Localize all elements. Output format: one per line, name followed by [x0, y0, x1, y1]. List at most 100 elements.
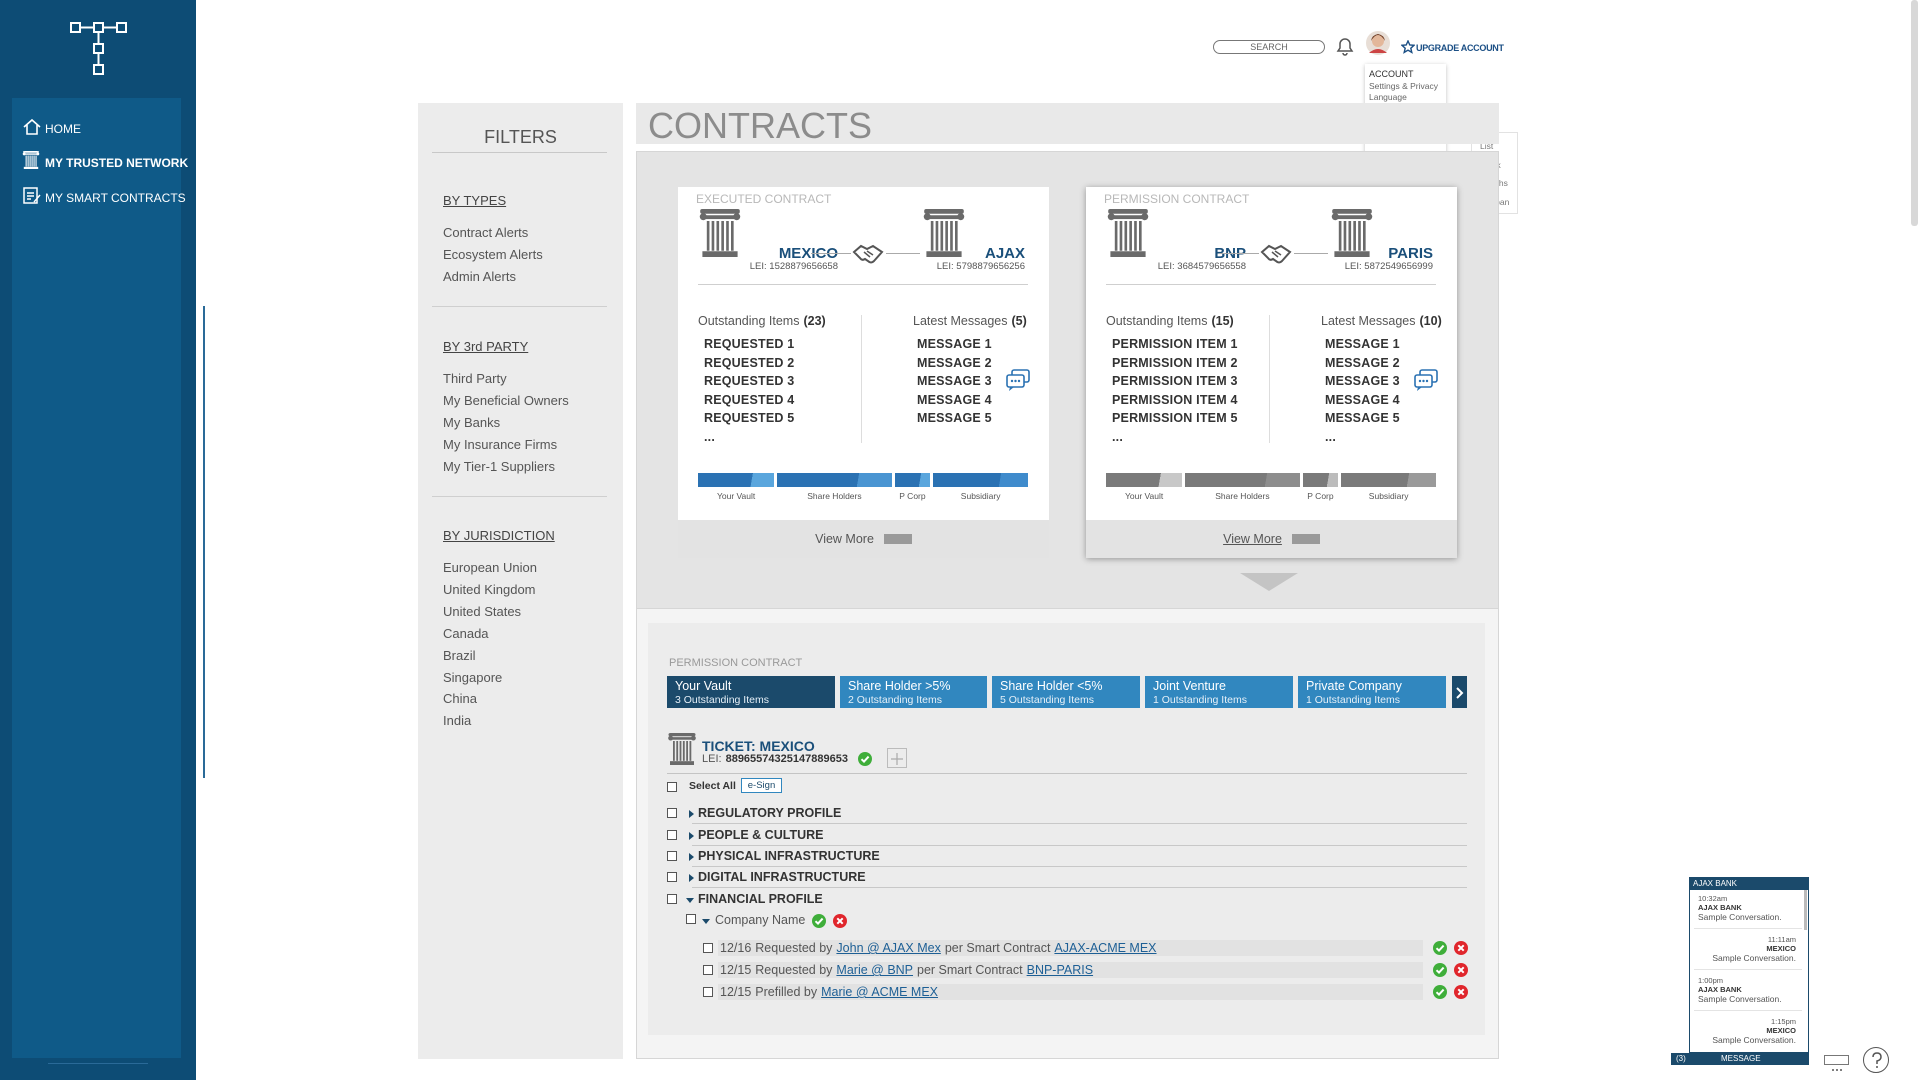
filter-heading[interactable]: BY 3rd PARTY [443, 339, 529, 354]
section-title[interactable]: FINANCIAL PROFILE [698, 892, 823, 906]
outstanding-item[interactable]: PERMISSION ITEM 3 [1112, 374, 1238, 389]
nav-item[interactable]: MY SMART CONTRACTS [45, 191, 186, 205]
outstanding-item[interactable]: PERMISSION ITEM 5 [1112, 411, 1238, 426]
section-checkbox[interactable] [667, 830, 677, 840]
filter-item[interactable]: My Banks [443, 414, 501, 430]
menu-item[interactable]: Language [1369, 92, 1407, 102]
view-more[interactable]: View More [1223, 532, 1282, 546]
search-box[interactable]: SEARCH [1213, 40, 1325, 54]
tab-subtitle[interactable]: 2 Outstanding Items [848, 694, 942, 706]
field-checkbox[interactable] [686, 914, 696, 924]
tab-subtitle[interactable]: 5 Outstanding Items [1000, 694, 1094, 706]
view-more[interactable]: View More [815, 532, 874, 546]
tab-title[interactable]: Share Holder >5% [848, 679, 951, 693]
filter-item[interactable]: Ecosystem Alerts [443, 246, 543, 262]
user-link[interactable]: John @ AJAX Mex [836, 941, 941, 955]
filter-heading[interactable]: BY JURISDICTION [443, 528, 555, 543]
outstanding-item[interactable]: REQUESTED 1 [704, 337, 795, 351]
message-item[interactable]: MESSAGE 3 [917, 374, 992, 389]
tab-title[interactable]: Joint Venture [1153, 679, 1226, 693]
expand-toggle[interactable] [689, 874, 694, 882]
party-name[interactable]: PARIS [1388, 245, 1433, 262]
menu-item[interactable]: Settings & Privacy [1369, 81, 1438, 91]
message-item[interactable]: ... [1325, 430, 1337, 444]
contract-link[interactable]: BNP-PARIS [1026, 963, 1094, 977]
add-button[interactable] [887, 748, 907, 768]
filter-item[interactable]: Canada [443, 625, 489, 641]
row-checkbox[interactable] [703, 965, 713, 975]
nav-item[interactable]: MY TRUSTED NETWORK [45, 156, 189, 170]
expand-toggle[interactable] [702, 919, 710, 924]
tab[interactable]: Joint Venture 1 Outstanding Items [1145, 676, 1293, 708]
section-title[interactable]: REGULATORY PROFILE [698, 806, 842, 820]
tab[interactable]: Your Vault 3 Outstanding Items [667, 676, 835, 708]
outstanding-item[interactable]: REQUESTED 3 [704, 374, 795, 389]
section-checkbox[interactable] [667, 894, 677, 904]
filter-heading[interactable]: BY TYPES [443, 193, 507, 208]
more-button[interactable] [1824, 1055, 1849, 1071]
contract-card[interactable]: EXECUTED CONTRACT MEXICO LEI: 152887965665… [678, 187, 1049, 558]
tab-title[interactable]: Private Company [1306, 679, 1402, 693]
expand-toggle[interactable] [689, 832, 694, 840]
message-item[interactable]: MESSAGE 2 [1325, 355, 1400, 370]
filter-item[interactable]: Admin Alerts [443, 268, 516, 284]
chat-action[interactable]: MESSAGE [1721, 1054, 1761, 1063]
expand-toggle[interactable] [689, 810, 694, 818]
message-item[interactable]: MESSAGE 1 [1325, 337, 1400, 351]
filter-item[interactable]: My Tier-1 Suppliers [443, 458, 555, 474]
outstanding-item[interactable]: PERMISSION ITEM 1 [1112, 337, 1238, 351]
search-placeholder[interactable]: SEARCH [1250, 42, 1288, 52]
outstanding-item[interactable]: ... [704, 430, 716, 444]
tab-title[interactable]: Your Vault [675, 679, 732, 693]
help-button[interactable] [1863, 1047, 1889, 1073]
chat-footer[interactable]: (3) MESSAGE [1671, 1053, 1809, 1065]
message-item[interactable]: MESSAGE 1 [917, 337, 992, 351]
party-name[interactable]: MEXICO [778, 245, 838, 262]
nav-item[interactable]: HOME [45, 122, 81, 136]
select-all[interactable]: Select All [689, 780, 736, 792]
section-title[interactable]: DIGITAL INFRASTRUCTURE [698, 870, 866, 884]
filter-item[interactable]: European Union [443, 560, 537, 575]
tab-next[interactable] [1452, 676, 1467, 708]
select-all-checkbox[interactable] [667, 782, 677, 792]
more-button[interactable] [1291, 534, 1320, 544]
message-item[interactable]: MESSAGE 5 [917, 411, 992, 426]
tab[interactable]: Private Company 1 Outstanding Items [1298, 676, 1446, 708]
tab-title[interactable]: Share Holder <5% [1000, 679, 1103, 693]
tab[interactable]: Share Holder >5% 2 Outstanding Items [840, 676, 987, 708]
outstanding-item[interactable]: PERMISSION ITEM 4 [1112, 392, 1238, 407]
filter-item[interactable]: United Kingdom [443, 581, 536, 597]
filter-item[interactable]: My Beneficial Owners [443, 392, 569, 408]
scrollbar[interactable] [1911, 0, 1918, 226]
filter-item[interactable]: United States [443, 603, 522, 619]
filter-item[interactable]: Singapore [443, 669, 503, 685]
outstanding-item[interactable]: REQUESTED 4 [704, 392, 795, 407]
row-checkbox[interactable] [703, 943, 713, 953]
party-name[interactable]: AJAX [984, 245, 1025, 262]
message-item[interactable]: MESSAGE 5 [1325, 411, 1400, 426]
section-title[interactable]: PHYSICAL INFRASTRUCTURE [698, 849, 880, 863]
filter-item[interactable]: Contract Alerts [443, 225, 529, 240]
section-checkbox[interactable] [667, 872, 677, 882]
outstanding-item[interactable]: REQUESTED 5 [704, 411, 795, 426]
user-link[interactable]: Marie @ BNP [836, 963, 914, 977]
message-item[interactable]: MESSAGE 4 [917, 392, 992, 407]
section-checkbox[interactable] [667, 851, 677, 861]
esign-button[interactable]: e-Sign [741, 778, 782, 793]
upgrade-account[interactable]: UPGRADE ACCOUNT [1416, 43, 1504, 53]
filter-item[interactable]: Third Party [443, 371, 507, 386]
tab-subtitle[interactable]: 1 Outstanding Items [1153, 694, 1247, 706]
row-checkbox[interactable] [703, 987, 713, 997]
tab-subtitle[interactable]: 1 Outstanding Items [1306, 694, 1400, 706]
message-item[interactable]: MESSAGE 4 [1325, 392, 1400, 407]
outstanding-item[interactable]: REQUESTED 2 [704, 355, 795, 370]
section-title[interactable]: PEOPLE & CULTURE [698, 828, 824, 842]
field-name[interactable]: Company Name [715, 913, 806, 927]
filter-item[interactable]: India [443, 713, 472, 729]
tab[interactable]: Share Holder <5% 5 Outstanding Items [992, 676, 1140, 708]
filter-item[interactable]: My Insurance Firms [443, 436, 558, 452]
view-option[interactable]: List [1480, 141, 1494, 151]
filter-item[interactable]: China [443, 691, 477, 707]
expand-toggle[interactable] [689, 853, 694, 861]
more-button[interactable] [883, 534, 912, 544]
